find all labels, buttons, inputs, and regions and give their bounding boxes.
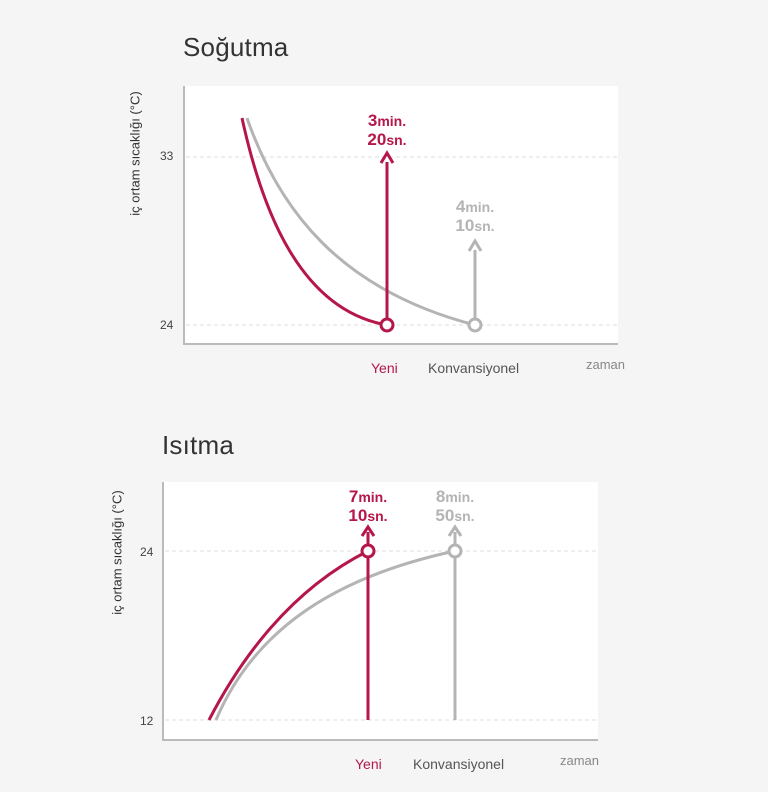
annotation-unit: min. — [377, 113, 407, 129]
annotation-unit: min. — [445, 489, 475, 505]
annotation-unit: min. — [465, 199, 495, 215]
annotation-value: 20 — [367, 130, 387, 149]
category-label-conventional: Konvansiyonel — [413, 756, 505, 772]
chart-title: Isıtma — [162, 430, 234, 460]
annotation-new: 3min. 20sn. — [347, 112, 427, 150]
series-line-conventional — [214, 549, 456, 721]
annotation-conventional: 4min. 10sn. — [435, 198, 515, 236]
annotation-value: 3 — [367, 111, 378, 130]
annotation-value: 50 — [435, 506, 455, 525]
annotation-value: 7 — [348, 487, 359, 506]
category-label-new: Yeni — [371, 360, 398, 376]
point-marker-conventional — [467, 317, 483, 333]
point-marker-new — [379, 317, 395, 333]
annotation-unit: sn. — [386, 132, 407, 148]
category-label-conventional: Konvansiyonel — [428, 360, 520, 376]
chart-title: Soğutma — [183, 32, 289, 62]
annotation-value: 4 — [455, 197, 466, 216]
arrow-head-conventional — [467, 238, 483, 252]
category-label-new: Yeni — [355, 756, 382, 772]
series-line-new — [240, 117, 388, 327]
point-marker-new — [360, 543, 376, 559]
y-tick-label: 12 — [140, 714, 154, 728]
annotation-value: 10 — [348, 506, 368, 525]
arrow-head-new — [379, 150, 395, 164]
series-line-conventional — [245, 117, 476, 327]
y-tick-label: 24 — [160, 318, 174, 332]
x-axis-label: zaman — [586, 357, 626, 372]
annotation-unit: sn. — [454, 508, 475, 524]
annotation-conventional: 8min. 50sn. — [415, 488, 495, 526]
annotation-value: 8 — [435, 487, 446, 506]
annotation-unit: min. — [358, 489, 388, 505]
arrow-head-conventional — [447, 524, 463, 537]
plot-area — [163, 482, 598, 740]
series-line-new — [207, 549, 369, 721]
x-axis-label: zaman — [560, 753, 600, 768]
point-marker-conventional — [447, 543, 463, 559]
annotation-value: 10 — [455, 216, 475, 235]
plot-area — [183, 86, 618, 345]
annotation-unit: sn. — [367, 508, 388, 524]
annotation-new: 7min. 10sn. — [328, 488, 408, 526]
y-tick-label: 24 — [140, 545, 154, 559]
arrow-head-new — [360, 524, 376, 537]
y-tick-label: 33 — [160, 149, 174, 163]
annotation-unit: sn. — [474, 218, 495, 234]
